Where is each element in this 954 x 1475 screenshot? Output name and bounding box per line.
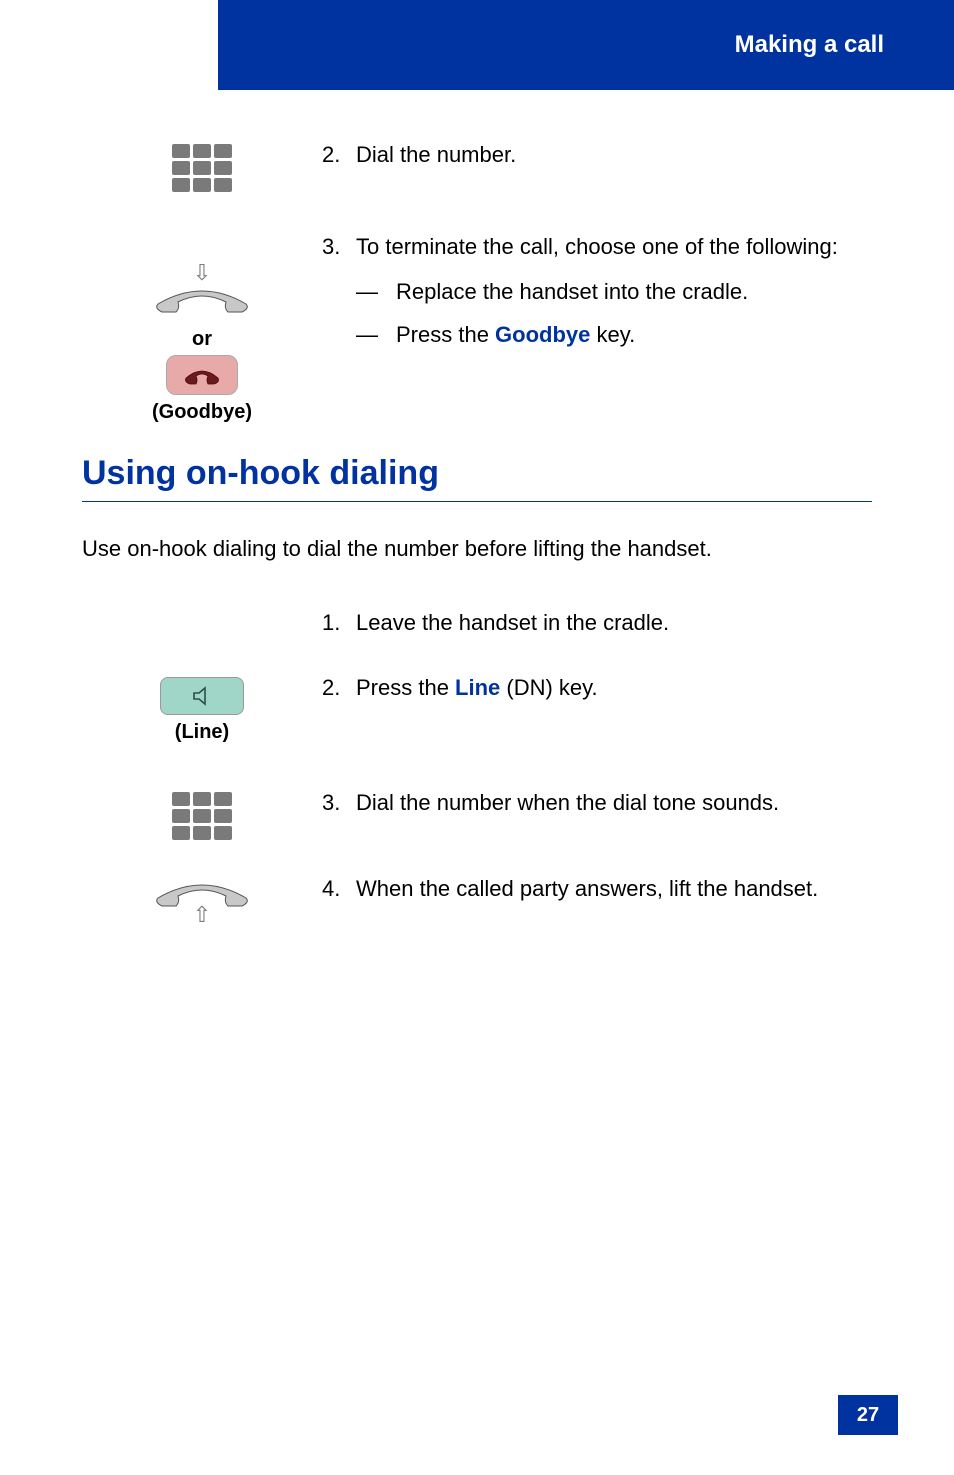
step-body: To terminate the call, choose one of the… — [356, 232, 872, 362]
speaker-icon — [191, 686, 213, 706]
line-caption: (Line) — [175, 721, 229, 744]
onhook-step-2: (Line) 2. Press the Line (DN) key. — [82, 673, 872, 744]
s2-post: (DN) key. — [500, 675, 597, 700]
sub-a-text: Replace the handset into the cradle. — [396, 277, 748, 308]
step-number: 4. — [322, 874, 356, 905]
dash: — — [356, 320, 396, 351]
header-title: Making a call — [735, 31, 884, 59]
step-intro: To terminate the call, choose one of the… — [356, 234, 838, 259]
step-row-2: 2. Dial the number. — [82, 140, 872, 192]
goodbye-key-label: Goodbye — [495, 322, 590, 347]
sub-a: — Replace the handset into the cradle. — [356, 277, 872, 308]
arrow-up-icon: ⇧ — [193, 904, 211, 926]
onhook-step-4: ⇧ 4. When the called party answers, lift… — [82, 874, 872, 926]
icon-col-line: (Line) — [82, 673, 322, 744]
step-number: 1. — [322, 608, 356, 639]
handset-icon — [150, 286, 254, 314]
step-number: 3. — [322, 232, 356, 362]
step-body: Leave the handset in the cradle. — [356, 608, 872, 639]
step-text: 3. To terminate the call, choose one of … — [322, 232, 872, 362]
dash: — — [356, 277, 396, 308]
sub-b: — Press the Goodbye key. — [356, 320, 872, 351]
step-number: 3. — [322, 788, 356, 819]
page-content: 2. Dial the number. ⇩ or (Goodbye) 3. — [82, 140, 872, 966]
handset-up-icon: ⇧ — [147, 878, 257, 926]
step-body: When the called party answers, lift the … — [356, 874, 872, 905]
icon-col-empty — [82, 608, 322, 612]
section-intro: Use on-hook dialing to dial the number b… — [82, 536, 872, 562]
step-body: Dial the number when the dial tone sound… — [356, 788, 872, 819]
step-body: Press the Line (DN) key. — [356, 673, 872, 704]
or-label: or — [192, 328, 212, 351]
icon-col-terminate: ⇩ or (Goodbye) — [82, 232, 322, 424]
step-text: 2. Dial the number. — [322, 140, 872, 171]
onhook-step-1: 1. Leave the handset in the cradle. — [82, 608, 872, 639]
sub-b-post: key. — [590, 322, 635, 347]
onhook-step-3: 3. Dial the number when the dial tone so… — [82, 788, 872, 840]
step-text: 4. When the called party answers, lift t… — [322, 874, 872, 905]
line-key-label: Line — [455, 675, 500, 700]
goodbye-caption: (Goodbye) — [152, 401, 252, 424]
page-number: 27 — [838, 1395, 898, 1435]
line-button-icon — [160, 677, 244, 715]
sublist: — Replace the handset into the cradle. —… — [356, 277, 872, 351]
icon-col-keypad — [82, 140, 322, 192]
step-text: 1. Leave the handset in the cradle. — [322, 608, 872, 639]
step-row-3: ⇩ or (Goodbye) 3. To terminate the call,… — [82, 232, 872, 424]
step-number: 2. — [322, 140, 356, 171]
s2-pre: Press the — [356, 675, 455, 700]
header-bar: Making a call — [218, 0, 954, 90]
icon-col-keypad-2 — [82, 788, 322, 840]
arrow-down-icon: ⇩ — [193, 262, 211, 284]
sub-b-pre: Press the — [396, 322, 495, 347]
step-text: 2. Press the Line (DN) key. — [322, 673, 872, 704]
step-number: 2. — [322, 673, 356, 704]
step-body: Dial the number. — [356, 140, 872, 171]
keypad-icon — [172, 144, 232, 192]
section-heading: Using on-hook dialing — [82, 454, 872, 502]
step-text: 3. Dial the number when the dial tone so… — [322, 788, 872, 819]
goodbye-button-icon — [166, 355, 238, 395]
icon-col-handset-up: ⇧ — [82, 874, 322, 926]
phone-down-icon — [182, 364, 222, 386]
sub-b-text: Press the Goodbye key. — [396, 320, 635, 351]
keypad-icon — [172, 792, 232, 840]
handset-down-icon: ⇩ — [147, 262, 257, 322]
